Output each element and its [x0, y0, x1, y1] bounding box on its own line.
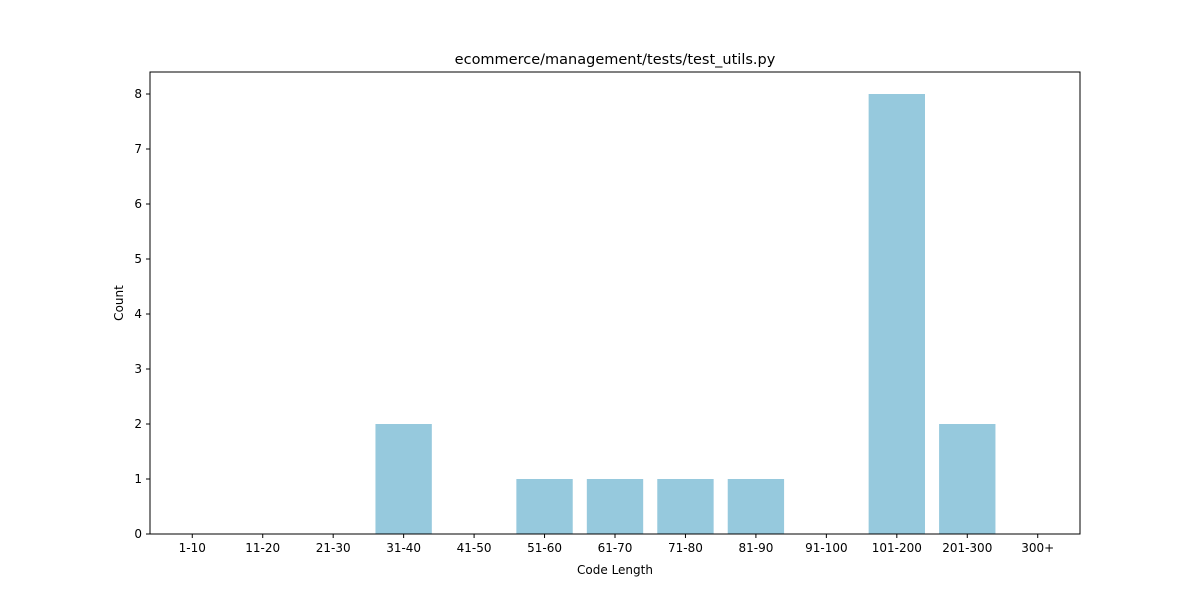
y-tick-label: 3	[134, 362, 142, 376]
x-tick-label: 91-100	[805, 541, 848, 555]
bar-31-40	[375, 424, 432, 534]
x-tick-label: 201-300	[942, 541, 992, 555]
bar-71-80	[657, 479, 714, 534]
y-tick-label: 6	[134, 197, 142, 211]
x-tick-label: 21-30	[316, 541, 351, 555]
y-tick-label: 1	[134, 472, 142, 486]
bar-81-90	[727, 479, 785, 534]
x-tick-label: 11-20	[245, 541, 280, 555]
y-tick-label: 2	[134, 417, 142, 431]
y-tick-label: 7	[134, 142, 142, 156]
x-tick-label: 300+	[1021, 541, 1054, 555]
x-tick-label: 1-10	[179, 541, 206, 555]
x-tick-label: 51-60	[527, 541, 562, 555]
bar-201-300	[939, 424, 996, 534]
x-tick-label: 41-50	[457, 541, 492, 555]
bar-61-70	[586, 479, 644, 534]
y-tick-label: 8	[134, 87, 142, 101]
chart-title: ecommerce/management/tests/test_utils.py	[455, 52, 776, 68]
x-axis-ticks: 1-10 11-20 21-30 31-40 41-50 51-60 61-70 71-80 8…	[179, 534, 1054, 555]
x-tick-label: 31-40	[386, 541, 421, 555]
bar-101-200	[868, 94, 925, 534]
bars-group	[375, 94, 996, 534]
x-tick-label: 71-80	[668, 541, 703, 555]
y-tick-label: 4	[134, 307, 142, 321]
x-tick-label: 101-200	[872, 541, 922, 555]
bar-51-60	[516, 479, 573, 534]
y-tick-label: 5	[134, 252, 142, 266]
x-axis-label: Code Length	[577, 563, 653, 577]
y-tick-label: 0	[134, 527, 142, 541]
x-tick-label: 81-90	[738, 541, 773, 555]
y-axis-label: Count	[112, 285, 126, 321]
x-tick-label: 61-70	[598, 541, 633, 555]
y-axis-ticks: 0 1 2 3 4 5 6 7 8	[134, 87, 150, 541]
